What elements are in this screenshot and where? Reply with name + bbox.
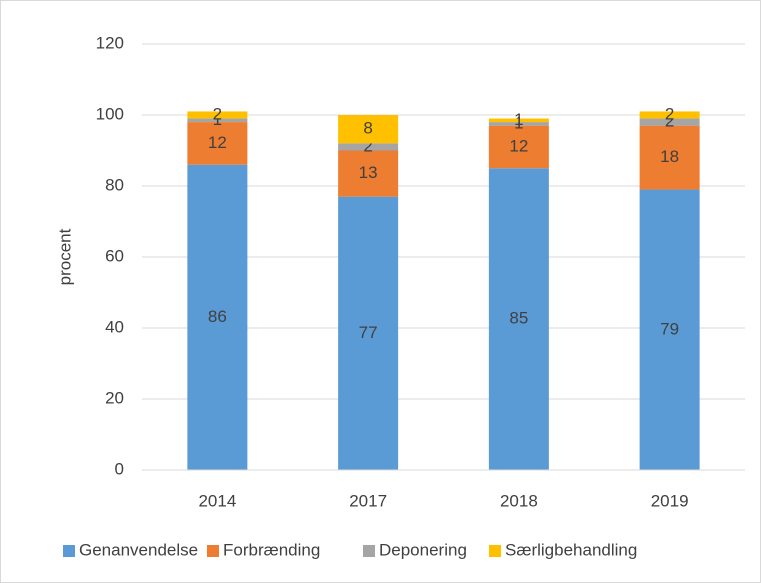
- legend-swatch: [207, 545, 219, 557]
- bar-segment: [639, 189, 700, 471]
- data-label: 85: [509, 309, 528, 328]
- data-label: 13: [359, 163, 378, 182]
- data-label: 2: [665, 104, 674, 123]
- y-tick-label: 120: [96, 33, 124, 52]
- bar-segment: [338, 115, 399, 144]
- bar-segment: [639, 118, 700, 126]
- x-tick-label: 2018: [500, 491, 538, 510]
- y-tick-label: 20: [105, 388, 124, 407]
- y-axis-label: procent: [55, 228, 74, 285]
- data-label: 77: [359, 323, 378, 342]
- bar-segment: [639, 111, 700, 119]
- data-label: 8: [363, 119, 372, 138]
- x-tick-label: 2019: [651, 491, 689, 510]
- bar-segment: [488, 125, 549, 169]
- x-tick-label: 2017: [349, 491, 387, 510]
- bar-segment: [187, 122, 248, 165]
- legend-swatch: [489, 545, 501, 557]
- legend-label: Forbrænding: [223, 540, 320, 559]
- data-label: 1: [213, 110, 222, 129]
- y-tick-label: 40: [105, 317, 124, 336]
- bar-segment: [187, 164, 248, 470]
- bar-segment: [639, 125, 700, 190]
- bar-segment: [338, 196, 399, 470]
- y-tick-label: 80: [105, 175, 124, 194]
- legend-swatch: [63, 545, 75, 557]
- bar-segment: [488, 118, 549, 123]
- legend-label: Særligbehandling: [505, 540, 637, 559]
- y-tick-label: 60: [105, 246, 124, 265]
- y-tick-label: 100: [96, 104, 124, 123]
- data-label: 2: [213, 104, 222, 123]
- y-tick-label: 0: [115, 459, 124, 478]
- data-label: 18: [660, 147, 679, 166]
- data-label: 1: [514, 113, 523, 132]
- data-label: 12: [509, 136, 528, 155]
- data-label: 86: [208, 307, 227, 326]
- legend-label: Deponering: [379, 540, 467, 559]
- bar-segment: [488, 168, 549, 470]
- bar-segment: [187, 111, 248, 119]
- data-label: 79: [660, 319, 679, 338]
- bar-segment: [338, 150, 399, 197]
- data-label: 2: [665, 112, 674, 131]
- x-tick-label: 2014: [198, 491, 236, 510]
- data-label: 1: [514, 110, 523, 129]
- data-label: 2: [363, 136, 372, 155]
- bar-segment: [488, 122, 549, 126]
- legend-label: Genanvendelse: [79, 540, 198, 559]
- bar-segment: [187, 118, 248, 123]
- data-label: 12: [208, 133, 227, 152]
- legend-swatch: [363, 545, 375, 557]
- bar-segment: [338, 143, 399, 151]
